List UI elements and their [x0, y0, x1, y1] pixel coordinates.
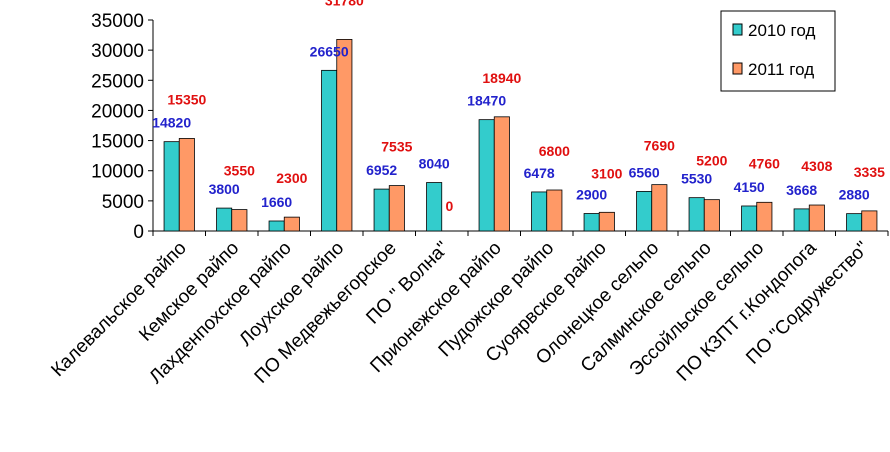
data-label: 3100 — [591, 165, 622, 181]
data-label: 2880 — [839, 187, 870, 203]
bar — [688, 197, 705, 232]
data-label: 4308 — [801, 158, 832, 174]
legend-label-2011: 2011 год — [748, 60, 814, 79]
bar — [231, 209, 248, 232]
data-label: 7690 — [644, 138, 675, 154]
data-label: 5200 — [696, 153, 727, 169]
data-label: 2300 — [276, 170, 307, 186]
y-tick-label: 5000 — [102, 192, 144, 213]
data-label: 4760 — [749, 155, 780, 171]
bar — [636, 191, 653, 232]
bar — [703, 199, 720, 232]
data-label: 6952 — [366, 162, 397, 178]
data-label: 31780 — [325, 0, 364, 8]
data-label: 4150 — [734, 179, 765, 195]
y-tick-label: 20000 — [91, 101, 144, 122]
y-tick-label: 30000 — [91, 41, 144, 62]
bar — [493, 116, 510, 232]
bar — [793, 208, 810, 232]
bar — [373, 188, 390, 232]
legend-swatch-2010 — [732, 23, 743, 36]
data-label: 15350 — [167, 91, 206, 107]
data-label: 18940 — [482, 70, 521, 86]
bar — [756, 201, 773, 232]
bar — [741, 205, 758, 232]
y-tick-label: 15000 — [91, 132, 144, 153]
data-label: 3335 — [854, 164, 885, 180]
legend: 2010 год 2011 год — [720, 10, 836, 92]
bar — [268, 220, 285, 232]
data-label: 8040 — [419, 156, 450, 172]
data-label: 3550 — [224, 163, 255, 179]
y-tick-label: 10000 — [91, 162, 144, 183]
bar — [178, 138, 195, 232]
y-tick-label: 25000 — [91, 71, 144, 92]
data-label: 5530 — [681, 171, 712, 187]
bar — [163, 141, 180, 232]
bar — [808, 204, 825, 232]
bar — [216, 207, 233, 232]
data-label: 3668 — [786, 182, 817, 198]
bar — [546, 189, 563, 232]
axes: 0 5000 10000 15000 20000 25000 30000 35000 — [91, 11, 889, 243]
data-label: 14820 — [152, 115, 191, 131]
data-label: 2900 — [576, 187, 607, 203]
bars — [163, 39, 878, 232]
data-label: 6800 — [539, 143, 570, 159]
data-label: 3800 — [209, 181, 240, 197]
y-tick-label: 35000 — [91, 11, 144, 32]
bar — [336, 39, 353, 232]
legend-swatch-2011 — [732, 62, 743, 75]
data-label: 6560 — [629, 164, 660, 180]
data-label: 6478 — [524, 165, 555, 181]
data-label: 0 — [445, 198, 453, 214]
bar — [321, 69, 338, 232]
data-labels: 14820 15350 3800 3550 1660 2300 26650 31780 6952… — [152, 0, 885, 214]
bar — [598, 211, 615, 232]
bar — [861, 210, 878, 232]
bar — [651, 184, 668, 232]
data-label: 18470 — [467, 93, 506, 109]
data-label: 7535 — [381, 139, 412, 155]
bar — [283, 216, 300, 232]
bar — [388, 185, 405, 232]
data-label: 1660 — [261, 194, 292, 210]
bar — [583, 213, 600, 232]
bar — [426, 182, 443, 232]
data-label: 26650 — [310, 43, 349, 59]
bar — [478, 119, 495, 232]
bar — [531, 191, 548, 232]
bar — [846, 213, 863, 232]
y-tick-label: 0 — [133, 222, 144, 243]
legend-label-2010: 2010 год — [748, 21, 815, 40]
